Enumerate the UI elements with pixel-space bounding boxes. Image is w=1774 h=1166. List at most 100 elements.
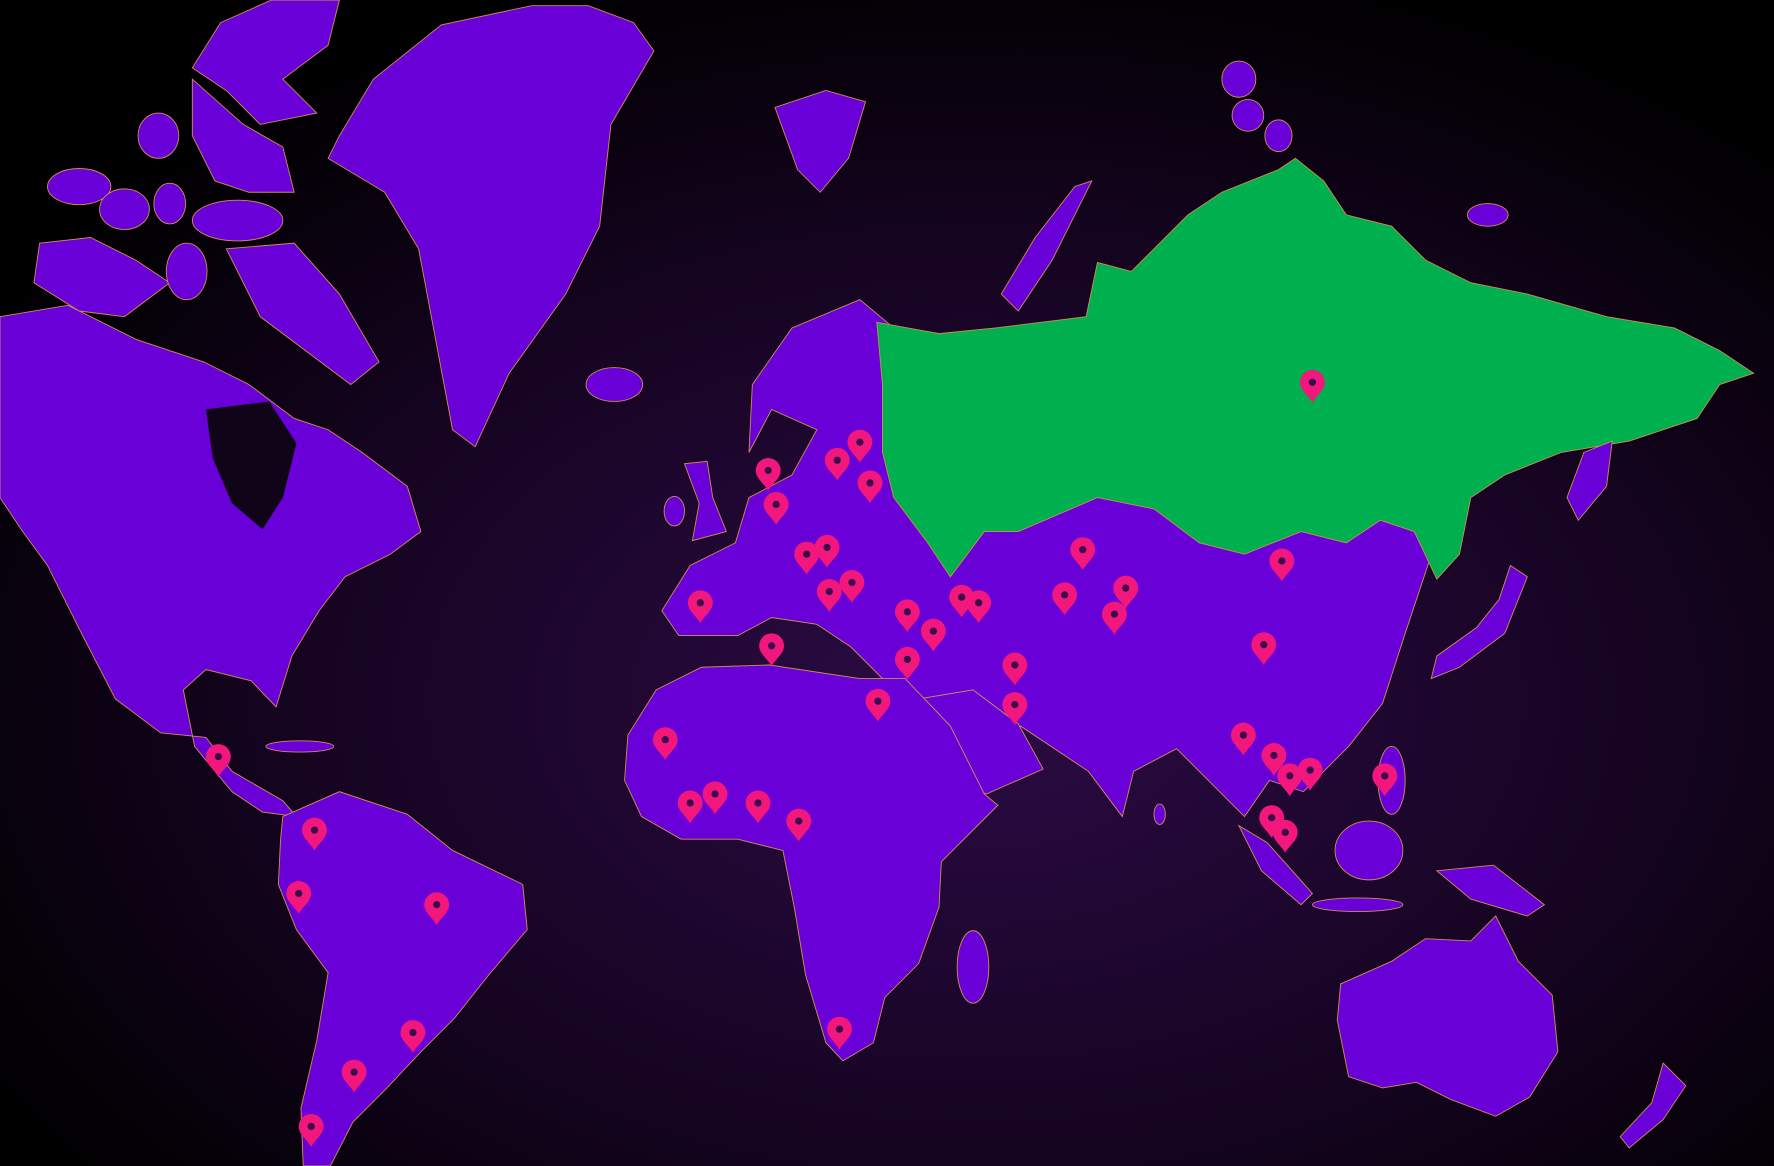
pin-body[interactable] bbox=[847, 429, 873, 463]
pin-dot[interactable] bbox=[1110, 610, 1119, 618]
pin-body[interactable] bbox=[1261, 743, 1287, 776]
pin-body[interactable] bbox=[920, 618, 946, 652]
pin-body[interactable] bbox=[966, 590, 992, 624]
location-pin[interactable] bbox=[865, 688, 891, 722]
pin-dot[interactable] bbox=[929, 627, 938, 635]
location-pin[interactable] bbox=[1052, 582, 1078, 616]
pin-dot[interactable] bbox=[310, 826, 319, 834]
pin-body[interactable] bbox=[786, 808, 812, 842]
pin-body[interactable] bbox=[302, 817, 327, 851]
pin-dot[interactable] bbox=[1306, 766, 1314, 774]
pin-body[interactable] bbox=[1277, 763, 1303, 797]
location-pin[interactable] bbox=[949, 584, 975, 618]
pin-dot[interactable] bbox=[835, 1025, 844, 1033]
location-pin[interactable] bbox=[1002, 692, 1028, 725]
pin-body[interactable] bbox=[894, 646, 920, 680]
pin-dot[interactable] bbox=[975, 599, 983, 607]
location-pin[interactable] bbox=[1269, 548, 1295, 582]
pin-body[interactable] bbox=[205, 744, 231, 777]
pin-body[interactable] bbox=[1002, 692, 1028, 725]
location-pin[interactable] bbox=[966, 590, 992, 624]
pin-dot[interactable] bbox=[350, 1068, 358, 1076]
location-pin[interactable] bbox=[814, 534, 840, 568]
pin-dot[interactable] bbox=[1270, 751, 1278, 760]
location-pin[interactable] bbox=[920, 618, 946, 652]
location-pin[interactable] bbox=[759, 633, 785, 667]
pin-dot[interactable] bbox=[903, 655, 911, 663]
pin-body[interactable] bbox=[1272, 819, 1298, 853]
pin-body[interactable] bbox=[839, 569, 865, 603]
location-pin[interactable] bbox=[1372, 763, 1398, 797]
pin-dot[interactable] bbox=[825, 587, 833, 596]
pin-body[interactable] bbox=[298, 1113, 324, 1147]
location-pin[interactable] bbox=[286, 881, 312, 914]
pin-dot[interactable] bbox=[409, 1028, 417, 1037]
pin-dot[interactable] bbox=[795, 817, 803, 825]
location-pin[interactable] bbox=[839, 569, 865, 603]
location-pin[interactable] bbox=[755, 458, 781, 491]
pin-body[interactable] bbox=[341, 1059, 367, 1093]
pin-body[interactable] bbox=[1070, 537, 1096, 570]
pin-body[interactable] bbox=[1297, 757, 1323, 791]
location-pin[interactable] bbox=[786, 808, 812, 842]
pin-dot[interactable] bbox=[1286, 772, 1294, 780]
pin-body[interactable] bbox=[1372, 763, 1398, 797]
pin-body[interactable] bbox=[687, 590, 713, 624]
location-pin[interactable] bbox=[824, 447, 850, 481]
location-pin[interactable] bbox=[894, 599, 920, 633]
location-pin[interactable] bbox=[763, 491, 789, 525]
pin-dot[interactable] bbox=[1308, 378, 1317, 386]
pin-dot[interactable] bbox=[866, 479, 874, 487]
pin-dot[interactable] bbox=[833, 456, 841, 464]
pin-body[interactable] bbox=[286, 881, 312, 914]
location-pin[interactable] bbox=[1002, 652, 1028, 686]
pin-body[interactable] bbox=[1101, 601, 1127, 635]
pin-dot[interactable] bbox=[823, 543, 831, 551]
pin-body[interactable] bbox=[857, 470, 883, 504]
pin-dot[interactable] bbox=[856, 438, 864, 446]
location-pin[interactable] bbox=[341, 1059, 367, 1093]
location-pin[interactable] bbox=[827, 1016, 852, 1050]
pin-body[interactable] bbox=[652, 727, 678, 760]
location-pin[interactable] bbox=[687, 590, 713, 624]
pin-body[interactable] bbox=[1113, 575, 1139, 609]
location-pin[interactable] bbox=[1297, 757, 1323, 791]
pin-dot[interactable] bbox=[307, 1122, 315, 1131]
location-pin[interactable] bbox=[1070, 537, 1096, 570]
pin-body[interactable] bbox=[824, 447, 850, 481]
pin-dot[interactable] bbox=[767, 642, 776, 650]
pin-body[interactable] bbox=[894, 599, 920, 633]
pin-body[interactable] bbox=[400, 1020, 426, 1053]
pin-dot[interactable] bbox=[772, 500, 780, 509]
pin-dot[interactable] bbox=[1011, 700, 1019, 709]
pin-body[interactable] bbox=[865, 688, 891, 722]
pin-dot[interactable] bbox=[433, 901, 441, 909]
location-pin[interactable] bbox=[794, 541, 820, 575]
pin-dot[interactable] bbox=[295, 889, 303, 898]
location-pin[interactable] bbox=[1113, 575, 1139, 609]
location-pin[interactable] bbox=[857, 470, 883, 504]
pin-dot[interactable] bbox=[711, 790, 719, 798]
location-pin[interactable] bbox=[1230, 722, 1256, 756]
pin-body[interactable] bbox=[1251, 632, 1277, 665]
pin-dot[interactable] bbox=[1122, 584, 1130, 592]
pin-dot[interactable] bbox=[848, 578, 856, 587]
location-pin[interactable] bbox=[677, 790, 703, 824]
location-pin[interactable] bbox=[400, 1020, 426, 1053]
pin-body[interactable] bbox=[1002, 652, 1028, 686]
pin-body[interactable] bbox=[1230, 722, 1256, 756]
pin-body[interactable] bbox=[1299, 369, 1325, 403]
location-pin[interactable] bbox=[847, 429, 873, 463]
pin-dot[interactable] bbox=[803, 550, 811, 558]
pin-body[interactable] bbox=[794, 541, 820, 575]
location-pin[interactable] bbox=[1299, 369, 1325, 403]
pin-body[interactable] bbox=[763, 491, 789, 525]
pin-dot[interactable] bbox=[1011, 661, 1019, 669]
pin-body[interactable] bbox=[1052, 582, 1078, 616]
location-pin[interactable] bbox=[1101, 601, 1127, 635]
location-pin[interactable] bbox=[205, 744, 231, 777]
pin-body[interactable] bbox=[816, 579, 842, 612]
location-pin[interactable] bbox=[1261, 743, 1287, 776]
location-pin[interactable] bbox=[745, 790, 771, 824]
location-pin[interactable] bbox=[1272, 819, 1298, 853]
